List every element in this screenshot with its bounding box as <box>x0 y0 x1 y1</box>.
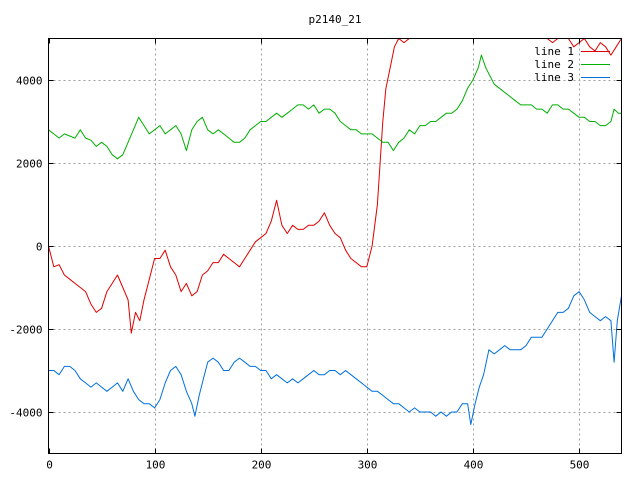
plot-series <box>48 38 622 425</box>
y-tick-label: 0 <box>36 241 43 254</box>
x-tick-label: 200 <box>252 459 272 472</box>
y-tick-label: -4000 <box>9 407 42 420</box>
legend-label: line 2 <box>534 58 574 71</box>
legend-label: line 1 <box>534 45 574 58</box>
chart-title: p2140_21 <box>309 13 362 26</box>
x-tick-label: 0 <box>46 459 53 472</box>
y-tick-label: 2000 <box>16 158 43 171</box>
x-tick-label: 500 <box>570 459 590 472</box>
y-tick-label: -2000 <box>9 324 42 337</box>
grid <box>48 38 622 454</box>
legend-label: line 3 <box>534 71 574 84</box>
series-line-3 <box>48 291 622 425</box>
x-tick-label: 100 <box>146 459 166 472</box>
y-tick-label: 4000 <box>16 75 43 88</box>
x-tick-label: 400 <box>464 459 484 472</box>
series-line-2 <box>48 54 622 160</box>
x-tick-label: 300 <box>358 459 378 472</box>
axis-ticks: 0 100 200 300 400 500 -4000 -2000 0 2000 4000 <box>9 38 622 472</box>
